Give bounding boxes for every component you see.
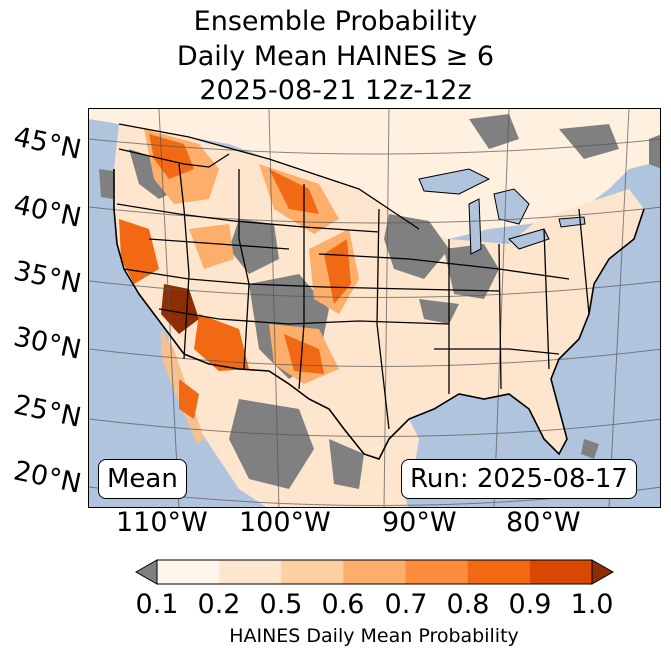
lat-label-45: 45°N — [10, 121, 84, 166]
colorbar-segment-1 — [219, 560, 282, 584]
lon-label-110: 110°W — [116, 507, 208, 538]
lon-label-90: 90°W — [382, 507, 457, 538]
title-line-1: Ensemble Probability — [193, 6, 478, 37]
title-line-3: 2025-08-21 12z-12z — [199, 75, 472, 106]
colorbar-tick-5: 0.8 — [446, 589, 490, 620]
lon-label-80: 80°W — [506, 507, 581, 538]
missing-data-areas — [99, 114, 660, 489]
map-panel — [88, 108, 661, 508]
probability-very-high — [161, 284, 199, 334]
colorbar — [134, 559, 615, 585]
colorbar-segment-2 — [281, 560, 344, 584]
title-line-2: Daily Mean HAINES ≥ 6 — [176, 41, 495, 72]
lat-label-35: 35°N — [10, 255, 84, 300]
colorbar-segment-4 — [405, 560, 469, 584]
colorbar-tick-7: 1.0 — [570, 589, 614, 620]
usa-land — [114, 124, 644, 459]
colorbar-frame — [156, 559, 593, 585]
colorbar-under-triangle — [134, 559, 158, 585]
colorbar-tick-6: 0.9 — [508, 589, 552, 620]
lat-label-40: 40°N — [10, 189, 84, 234]
lat-label-30: 30°N — [10, 321, 84, 366]
map-image — [89, 109, 660, 507]
lat-label-20: 20°N — [10, 455, 84, 500]
colorbar-tick-0: 0.1 — [135, 589, 179, 620]
colorbar-over-triangle — [591, 559, 615, 585]
colorbar-tick-1: 0.2 — [197, 589, 241, 620]
colorbar-label: HAINES Daily Mean Probability — [229, 625, 519, 647]
colorbar-tick-3: 0.6 — [321, 589, 365, 620]
great-lakes — [418, 168, 586, 255]
run-date-label: Run: 2025-08-17 — [401, 459, 637, 499]
lat-label-25: 25°N — [10, 389, 84, 434]
mean-label: Mean — [98, 459, 187, 499]
colorbar-segments — [157, 560, 593, 584]
graticule — [89, 109, 660, 507]
state-boundaries — [116, 123, 590, 430]
colorbar-segment-6 — [529, 560, 593, 584]
coastlines — [113, 169, 645, 460]
colorbar-segment-5 — [467, 560, 531, 584]
lon-label-100: 100°W — [239, 507, 331, 538]
colorbar-segment-0 — [157, 560, 220, 584]
colorbar-tick-4: 0.7 — [384, 589, 428, 620]
colorbar-tick-2: 0.5 — [259, 589, 303, 620]
colorbar-segment-3 — [343, 560, 407, 584]
